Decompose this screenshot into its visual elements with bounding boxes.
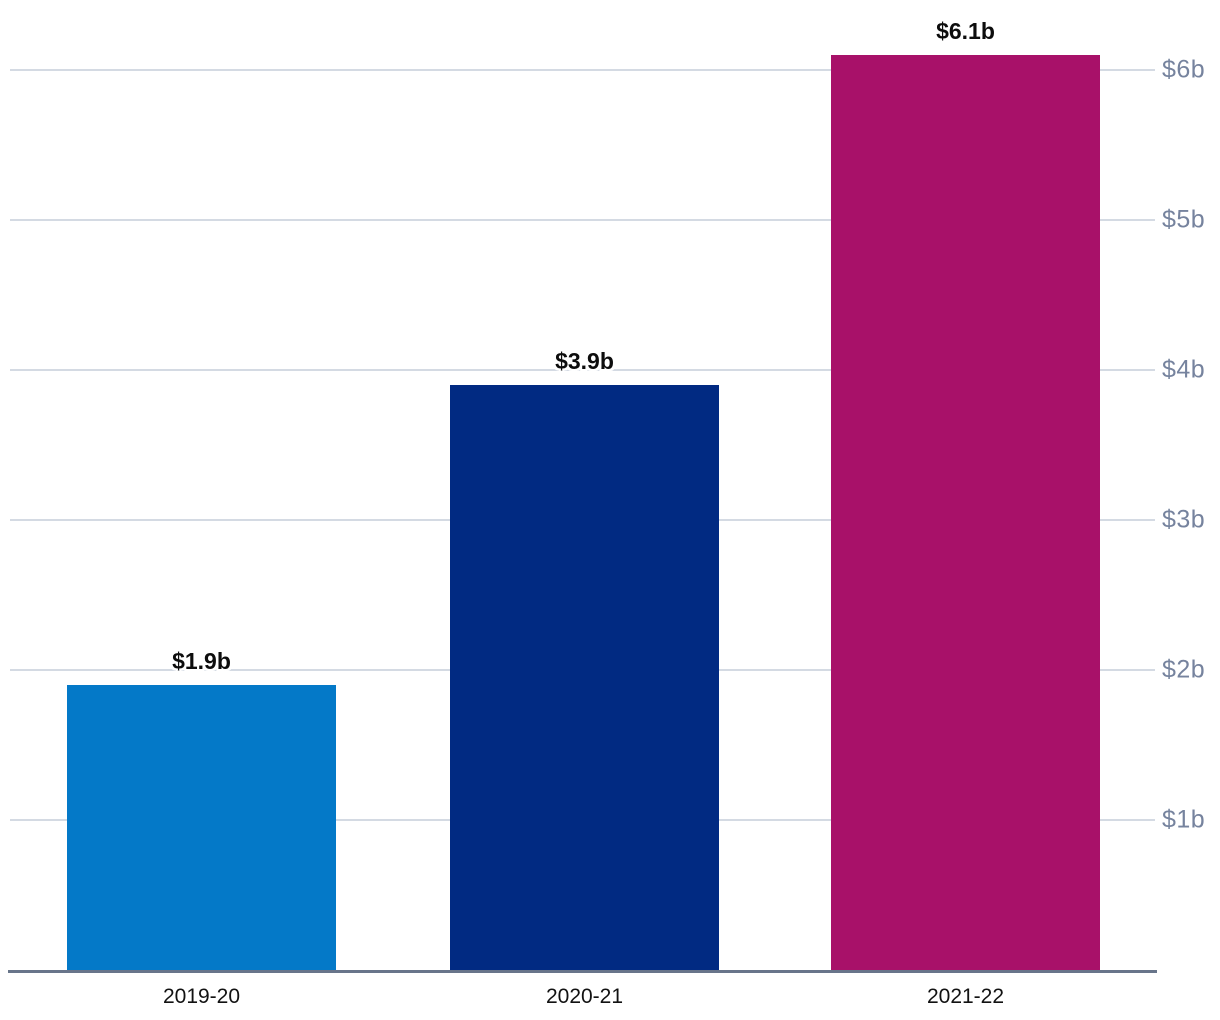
y-axis-tick-label: $1b — [1162, 805, 1206, 834]
bar-value-label: $1.9b — [172, 648, 231, 674]
y-axis-tick-label: $6b — [1162, 55, 1206, 84]
y-axis-tick-label: $4b — [1162, 355, 1206, 384]
x-axis-category-label: 2021-22 — [926, 985, 1005, 1008]
bar-rect-2021-22 — [831, 55, 1100, 970]
y-axis-tick-label: $3b — [1162, 505, 1206, 534]
gridline — [10, 219, 1155, 221]
x-axis-line — [8, 970, 1157, 973]
x-axis-category-label: 2019-20 — [162, 985, 241, 1008]
y-axis-tick-label: $2b — [1162, 655, 1206, 684]
bar-value-label: $6.1b — [936, 18, 995, 44]
bar-value-label: $3.9b — [555, 348, 614, 374]
bar-group-2020-21: $3.9b 2020-21 — [450, 350, 719, 1007]
gridline — [10, 369, 1155, 371]
bar-group-2019-20: $1.9b 2019-20 — [67, 650, 336, 1007]
y-axis-tick-label: $5b — [1162, 205, 1206, 234]
gridline — [10, 69, 1155, 71]
bar-rect-2019-20 — [67, 685, 336, 970]
bar-rect-2020-21 — [450, 385, 719, 970]
x-axis-category-label: 2020-21 — [545, 985, 624, 1008]
bar-group-2021-22: $6.1b 2021-22 — [831, 20, 1100, 1007]
